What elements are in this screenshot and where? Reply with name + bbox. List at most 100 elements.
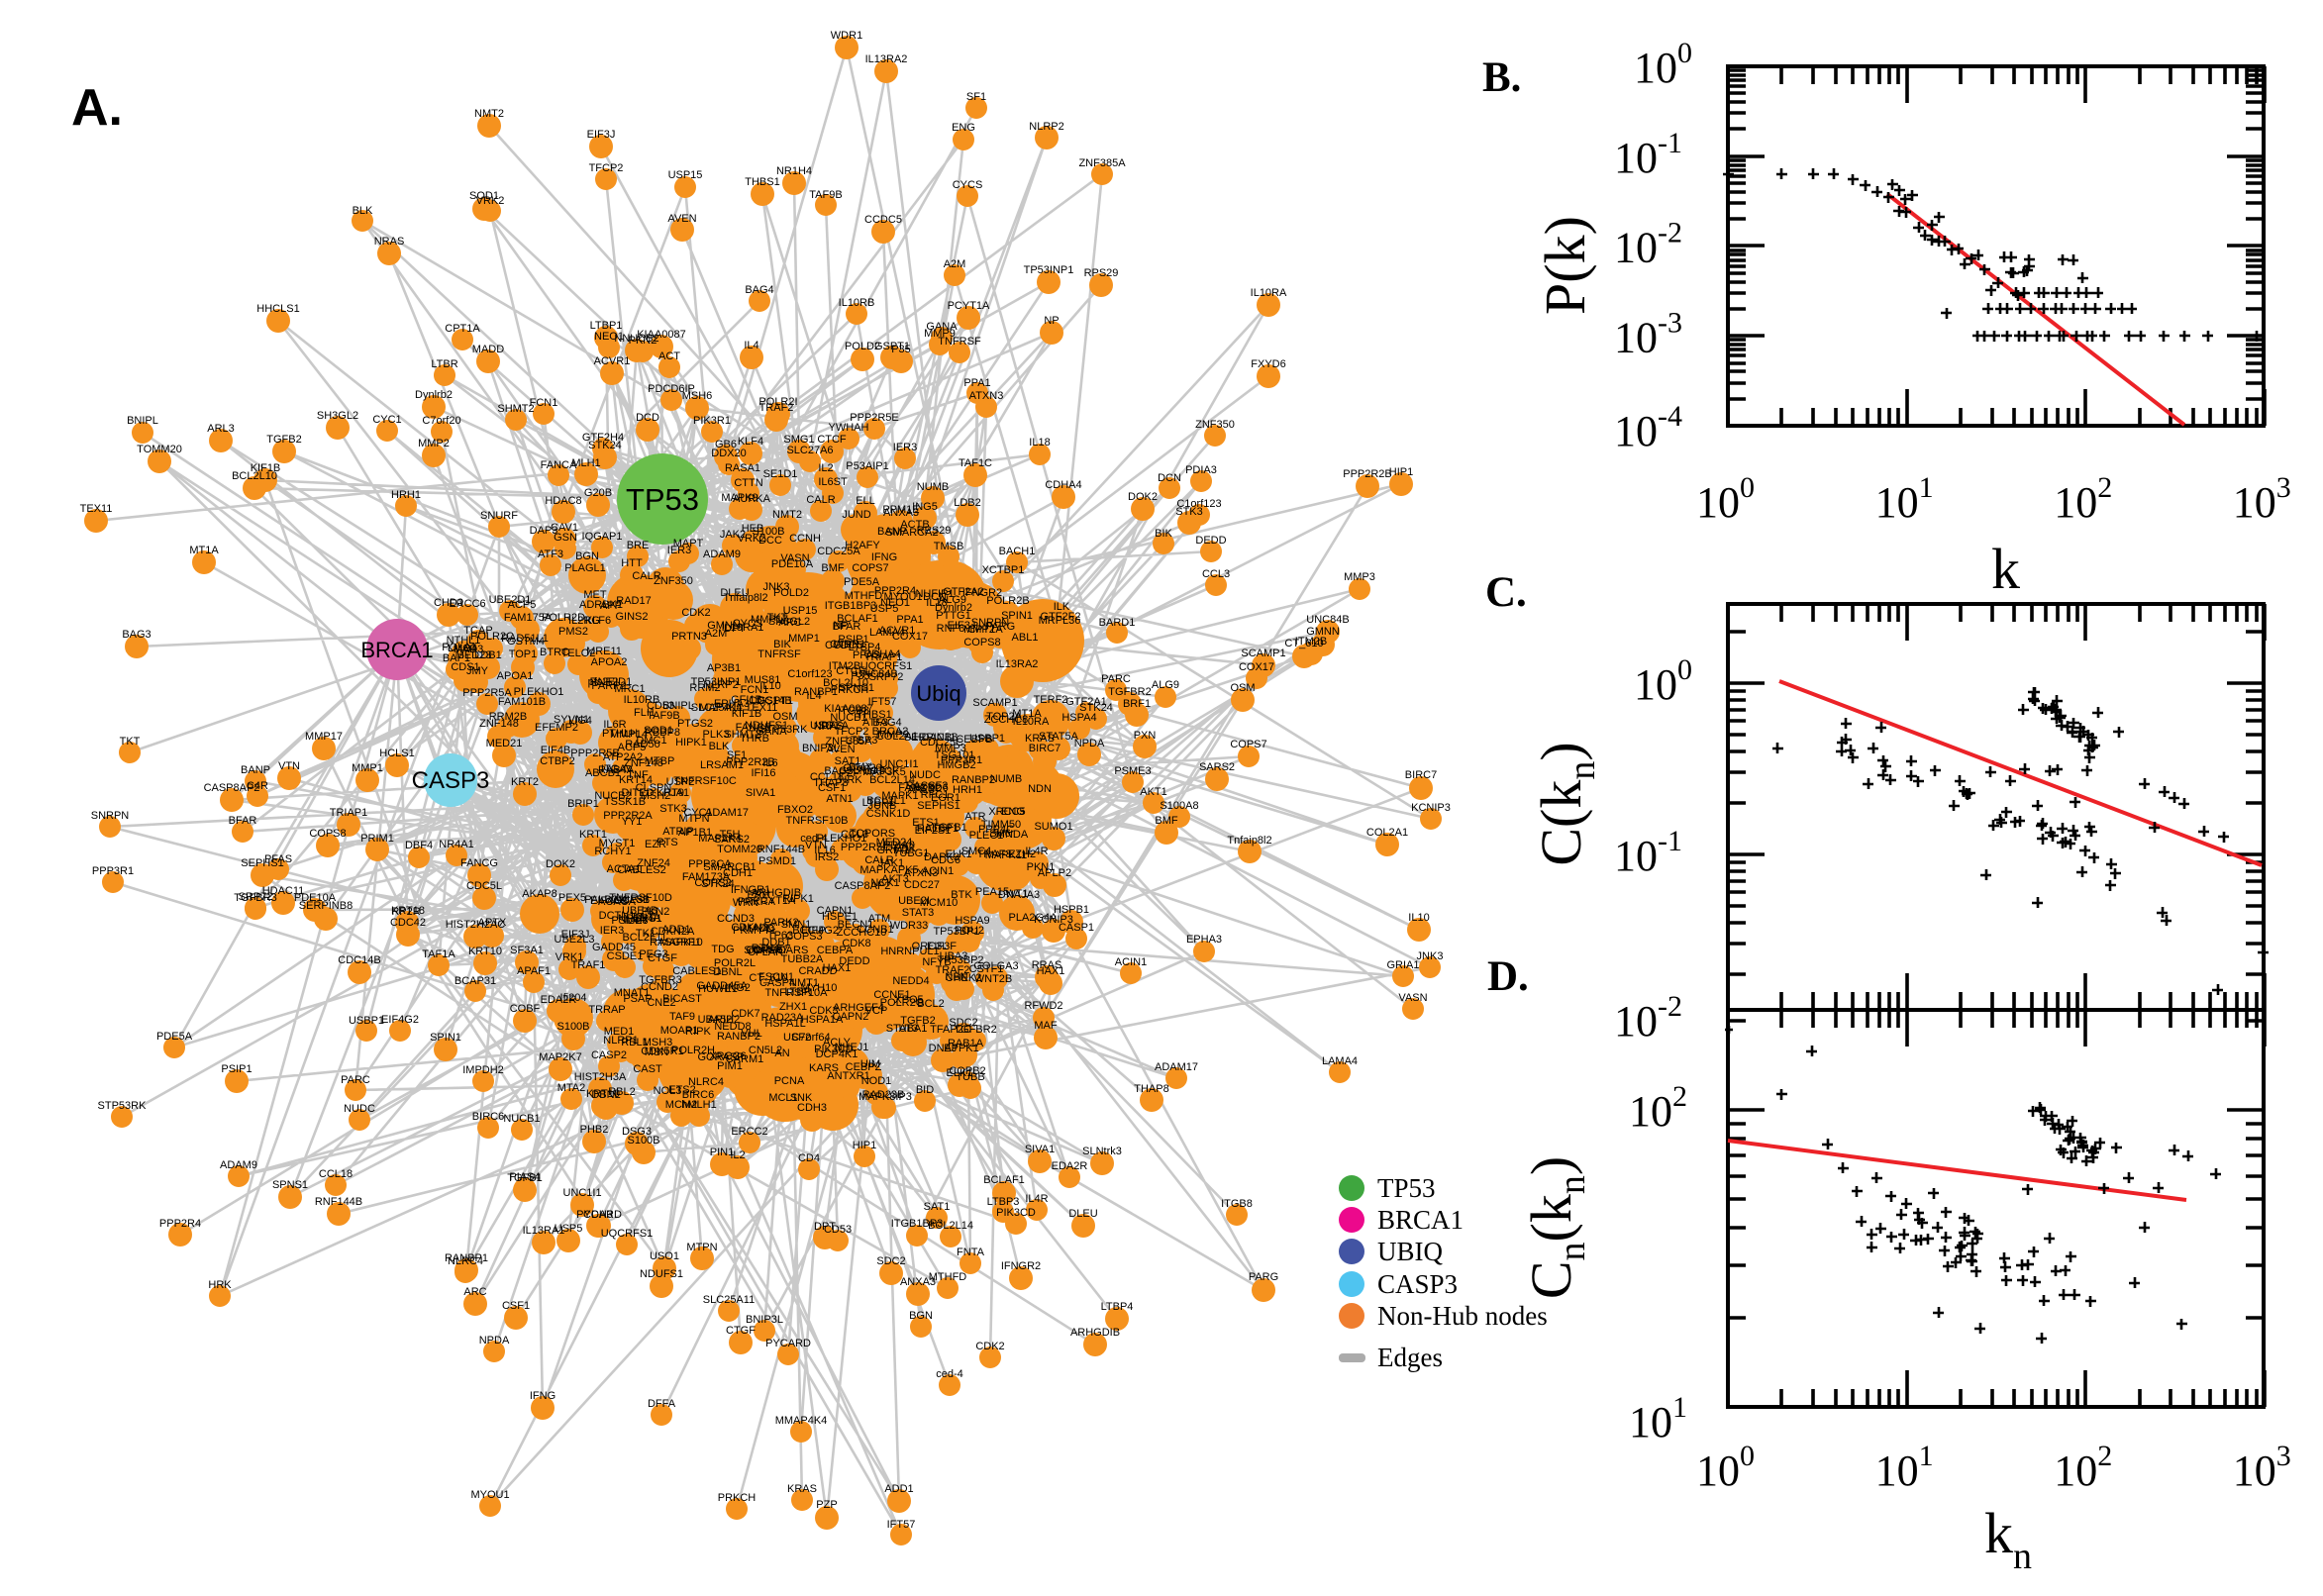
svg-text:TGFBR2: TGFBR2: [954, 1024, 996, 1036]
svg-text:PIM1: PIM1: [717, 1060, 743, 1072]
svg-text:ALG9: ALG9: [1152, 679, 1179, 691]
svg-text:PDE10A: PDE10A: [771, 558, 814, 570]
svg-text:BNIP3L: BNIP3L: [746, 1314, 783, 1326]
svg-text:NMT2: NMT2: [772, 509, 802, 521]
svg-text:PJA1: PJA1: [663, 787, 689, 799]
svg-text:GB6: GB6: [715, 439, 737, 450]
svg-text:CDC14B: CDC14B: [749, 695, 791, 707]
svg-text:NPDA: NPDA: [1074, 738, 1105, 749]
svg-text:DNAJA3: DNAJA3: [998, 889, 1040, 901]
svg-text:SMARCB1: SMARCB1: [703, 861, 756, 873]
svg-text:SERPINB8: SERPINB8: [904, 732, 958, 744]
svg-text:ARC: ARC: [463, 1286, 486, 1298]
svg-text:PIN1: PIN1: [710, 1147, 734, 1158]
svg-text:DLEU: DLEU: [720, 587, 749, 599]
svg-text:KARS: KARS: [809, 1062, 839, 1074]
svg-text:FNTA: FNTA: [957, 1247, 985, 1258]
svg-text:FSCN1: FSCN1: [758, 971, 794, 983]
svg-text:NFYB: NFYB: [922, 956, 951, 968]
svg-text:PDIA3: PDIA3: [883, 840, 915, 851]
svg-text:ENG: ENG: [952, 122, 975, 134]
svg-text:NBN: NBN: [945, 971, 967, 983]
svg-text:ETS2: ETS2: [668, 1084, 696, 1096]
svg-text:GRIA1: GRIA1: [1386, 959, 1419, 971]
svg-text:MSN: MSN: [645, 1047, 669, 1058]
svg-text:PPP2R4: PPP2R4: [159, 1218, 201, 1230]
svg-text:GSPT1: GSPT1: [874, 341, 910, 352]
svg-text:MET: MET: [583, 589, 607, 601]
svg-text:A2M: A2M: [944, 258, 966, 270]
svg-text:SH6: SH6: [989, 828, 1010, 840]
svg-text:MAPK1: MAPK1: [881, 790, 918, 802]
svg-text:VTN: VTN: [805, 840, 827, 851]
svg-text:FANCG: FANCG: [460, 857, 498, 869]
svg-text:SUMO1: SUMO1: [1034, 821, 1072, 833]
svg-text:IL10RA: IL10RA: [1013, 716, 1050, 728]
svg-text:MMP17: MMP17: [751, 614, 788, 626]
svg-text:ZCCHC10: ZCCHC10: [837, 927, 887, 939]
svg-text:COL2A1: COL2A1: [1366, 827, 1408, 839]
svg-text:NUCB2: NUCB2: [594, 790, 631, 802]
svg-text:GSPT1: GSPT1: [758, 695, 793, 707]
svg-text:COPS8: COPS8: [309, 828, 346, 840]
svg-text:JMY: JMY: [466, 665, 489, 677]
svg-text:CDS1: CDS1: [451, 661, 479, 673]
svg-text:MT1A: MT1A: [189, 545, 219, 556]
svg-text:WDR1: WDR1: [834, 639, 865, 650]
svg-text:RAD23B: RAD23B: [862, 1089, 905, 1101]
svg-text:NUDC: NUDC: [909, 769, 941, 781]
svg-text:HRH1: HRH1: [391, 489, 421, 501]
svg-text:PPP3R1: PPP3R1: [941, 754, 982, 766]
svg-text:TKT: TKT: [120, 736, 141, 748]
svg-text:LTBP4: LTBP4: [1101, 1301, 1134, 1313]
svg-text:OSM: OSM: [772, 711, 797, 723]
svg-text:IL6ST: IL6ST: [818, 476, 848, 488]
svg-text:JAK1: JAK1: [878, 857, 904, 869]
svg-text:SH3GL2: SH3GL2: [317, 410, 358, 422]
svg-text:CYCS: CYCS: [953, 179, 983, 191]
svg-text:PSIP1: PSIP1: [838, 634, 868, 646]
svg-text:FANCA: FANCA: [541, 459, 577, 471]
svg-text:PLEC1: PLEC1: [969, 830, 1004, 842]
svg-text:MRC1: MRC1: [614, 683, 645, 695]
svg-text:ELK1: ELK1: [947, 1067, 973, 1079]
svg-text:MTHFD: MTHFD: [845, 590, 883, 602]
svg-text:IL2: IL2: [818, 462, 833, 474]
svg-text:TRIAP1: TRIAP1: [864, 651, 903, 663]
svg-text:PTHLH: PTHLH: [602, 728, 638, 740]
svg-text:HAX1: HAX1: [823, 962, 852, 974]
svg-text:STK3: STK3: [1175, 506, 1203, 518]
svg-text:IL10RB: IL10RB: [624, 694, 660, 706]
svg-text:CAST: CAST: [633, 1063, 662, 1075]
svg-text:EID1: EID1: [608, 676, 632, 688]
svg-text:TCAP: TCAP: [463, 625, 492, 637]
svg-text:ACT: ACT: [658, 350, 680, 362]
svg-text:BGN: BGN: [575, 550, 599, 562]
svg-text:ANXA3: ANXA3: [883, 507, 919, 519]
svg-text:CDC42: CDC42: [390, 917, 426, 929]
svg-text:STK24: STK24: [701, 878, 735, 890]
svg-text:UBIQ: UBIQ: [1377, 1237, 1443, 1266]
svg-text:CEBPA: CEBPA: [817, 945, 854, 956]
svg-text:HDAC8: HDAC8: [545, 495, 581, 507]
svg-text:PTTG1: PTTG1: [936, 610, 970, 622]
svg-text:NP: NP: [833, 620, 848, 632]
svg-text:BRCA2: BRCA2: [872, 726, 909, 738]
svg-text:ADRBK1: ADRBK1: [579, 599, 623, 611]
svg-text:RAD17: RAD17: [616, 595, 651, 607]
svg-text:TFAP2C: TFAP2C: [930, 1024, 971, 1036]
svg-text:MADD: MADD: [743, 923, 774, 935]
svg-text:BECN1: BECN1: [838, 919, 874, 931]
svg-text:SF1: SF1: [966, 91, 986, 103]
svg-text:CCNB1: CCNB1: [857, 924, 893, 936]
svg-text:TNFRSF10C: TNFRSF10C: [673, 775, 737, 787]
svg-text:MCM2: MCM2: [665, 1099, 697, 1111]
svg-text:ALG9: ALG9: [939, 594, 966, 606]
svg-text:ADAM9: ADAM9: [220, 1159, 257, 1171]
svg-text:ITM2B: ITM2B: [829, 660, 860, 672]
svg-text:EIF4G3: EIF4G3: [590, 895, 628, 907]
svg-text:RAB4A: RAB4A: [598, 764, 635, 776]
svg-text:SHMT2: SHMT2: [497, 403, 534, 415]
svg-text:CASP3: CASP3: [412, 767, 490, 794]
svg-text:A.: A.: [71, 79, 123, 137]
